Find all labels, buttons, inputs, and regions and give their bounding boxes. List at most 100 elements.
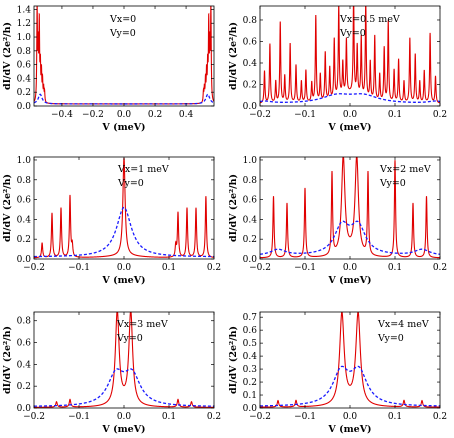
y-tick-label: 0.0: [243, 102, 258, 112]
panel-4: −0.2 −0.1 0.0 0.1 0.2 0.0 0.2 0.4 0.6 0.8 1.0 V (me…: [228, 156, 447, 286]
x-tick-label: −0.2: [23, 412, 45, 422]
panel-1: −0.4 −0.2 0.0 0.2 0.4 0.0 0.2 0.4 0.6 0.8 1.0 1.2 1.…: [2, 5, 215, 133]
y-tick-label: 0.4: [17, 74, 32, 84]
series-line-2: [260, 220, 440, 255]
y-tick-label: 0.0: [17, 255, 32, 265]
y-axis-label: dI/dV (2e²/h): [228, 22, 239, 90]
y-tick-label: 1.2: [17, 19, 31, 29]
y-axis-label: dI/dV (2e²/h): [2, 174, 13, 242]
y-tick-label: 0.2: [243, 235, 257, 245]
x-tick-label: −0.2: [249, 263, 271, 273]
panel-annotation: Vy=0: [379, 178, 406, 189]
y-tick-label: 0.2: [17, 235, 31, 245]
y-tick-label: 0.1: [243, 391, 257, 401]
x-tick-label: −0.1: [68, 412, 90, 422]
y-axis-label: dI/dV (2e²/h): [2, 326, 13, 394]
y-tick-label: 0.6: [243, 37, 258, 47]
series-line-2: [34, 368, 214, 407]
y-tick-label: 0.7: [243, 313, 258, 323]
panel-annotation: Vx=3 meV: [116, 319, 168, 330]
series-line-2: [34, 206, 214, 258]
y-tick-label: 0.4: [243, 215, 258, 225]
panel-3: −0.2 −0.1 0.0 0.1 0.2 0.0 0.2 0.4 0.6 0.8 1.0 V (me…: [2, 156, 221, 286]
x-axis-label: V (meV): [327, 122, 371, 133]
x-tick-label: 0.0: [343, 263, 358, 273]
y-tick-label: 1.0: [17, 156, 32, 166]
x-tick-label: −0.2: [249, 110, 271, 120]
x-axis-label: V (meV): [101, 275, 145, 286]
x-tick-label: 0.2: [207, 412, 221, 422]
y-tick-label: 0.4: [243, 352, 258, 362]
panel-6: −0.2 −0.1 0.0 0.1 0.2 0.0 0.1 0.2 0.3 0.4 0.5 0.6 0.…: [228, 311, 447, 435]
series-line-2: [260, 365, 440, 407]
x-tick-label: 0.0: [117, 412, 132, 422]
y-tick-label: 0.4: [17, 360, 32, 370]
panel-annotation: Vx=1 meV: [117, 164, 169, 175]
panel-5: −0.2 −0.1 0.0 0.1 0.2 0.0 0.2 0.4 0.6 0.8 V (meV) d…: [2, 311, 221, 435]
y-tick-label: 0.8: [243, 176, 258, 186]
x-tick-label: 0.2: [433, 412, 447, 422]
y-tick-label: 0.8: [17, 317, 32, 327]
x-tick-label: 0.0: [117, 263, 132, 273]
y-tick-label: 0.2: [17, 88, 31, 98]
y-tick-label: 0.0: [17, 102, 32, 112]
panel-annotation: Vy=0: [377, 333, 404, 344]
y-tick-label: 0.2: [243, 80, 257, 90]
x-axis-label: V (meV): [101, 424, 145, 435]
y-tick-label: 0.5: [243, 339, 258, 349]
x-tick-label: 0.1: [388, 412, 402, 422]
y-tick-label: 0.4: [17, 215, 32, 225]
x-tick-label: 0.0: [343, 412, 358, 422]
y-tick-label: 0.3: [243, 365, 258, 375]
y-tick-label: 0.2: [243, 378, 257, 388]
x-tick-label: −0.1: [294, 263, 316, 273]
x-tick-label: −0.2: [82, 110, 104, 120]
panel-annotation: Vx=0.5 meV: [339, 14, 400, 25]
y-axis-label: dI/dV (2e²/h): [228, 174, 239, 242]
y-tick-label: 0.8: [17, 176, 32, 186]
x-tick-label: 0.1: [162, 263, 176, 273]
x-tick-label: 0.2: [148, 110, 162, 120]
y-tick-label: 0.2: [17, 382, 31, 392]
y-tick-label: 0.4: [243, 59, 258, 69]
panel-annotation: Vx=2 meV: [379, 164, 431, 175]
panel-annotation: Vy=0: [117, 178, 144, 189]
y-tick-label: 0.8: [243, 16, 258, 26]
panel-annotation: Vx=4 meV: [377, 319, 429, 330]
y-tick-label: 0.0: [17, 404, 32, 414]
panel-2: −0.2 −0.1 0.0 0.1 0.2 0.0 0.2 0.4 0.6 0.8 V (meV) d…: [228, 5, 447, 133]
y-tick-label: 0.6: [243, 326, 258, 336]
panel-annotation: Vx=0: [109, 14, 136, 25]
x-tick-label: −0.1: [294, 110, 316, 120]
y-tick-label: 0.0: [243, 404, 258, 414]
panel-annotation: Vy=0: [116, 333, 143, 344]
x-tick-label: 0.1: [162, 412, 176, 422]
x-tick-label: 0.2: [433, 263, 447, 273]
x-tick-label: −0.1: [294, 412, 316, 422]
y-tick-label: 0.6: [243, 196, 258, 206]
y-axis-label: dI/dV (2e²/h): [228, 326, 239, 394]
x-tick-label: −0.4: [51, 110, 73, 120]
x-tick-label: 0.2: [207, 263, 221, 273]
y-tick-label: 1.0: [17, 33, 32, 43]
y-tick-label: 0.8: [17, 47, 32, 57]
series-line-1: [260, 312, 440, 408]
x-axis-label: V (meV): [327, 275, 371, 286]
series-line-2: [260, 93, 440, 103]
series-line-1: [34, 312, 214, 408]
y-tick-label: 1.4: [17, 5, 32, 15]
y-tick-label: 0.0: [243, 255, 258, 265]
panel-annotation: Vy=0: [109, 28, 136, 39]
x-tick-label: 0.0: [117, 110, 132, 120]
series-line-1: [260, 6, 440, 104]
x-tick-label: −0.2: [249, 412, 271, 422]
x-tick-label: 0.1: [388, 110, 402, 120]
x-tick-label: −0.1: [68, 263, 90, 273]
x-tick-label: 0.0: [343, 110, 358, 120]
x-axis-label: V (meV): [327, 424, 371, 435]
x-tick-label: 0.2: [433, 110, 447, 120]
y-axis-label: dI/dV (2e²/h): [2, 22, 13, 90]
y-tick-label: 0.6: [17, 339, 32, 349]
series-line-2: [34, 93, 214, 105]
